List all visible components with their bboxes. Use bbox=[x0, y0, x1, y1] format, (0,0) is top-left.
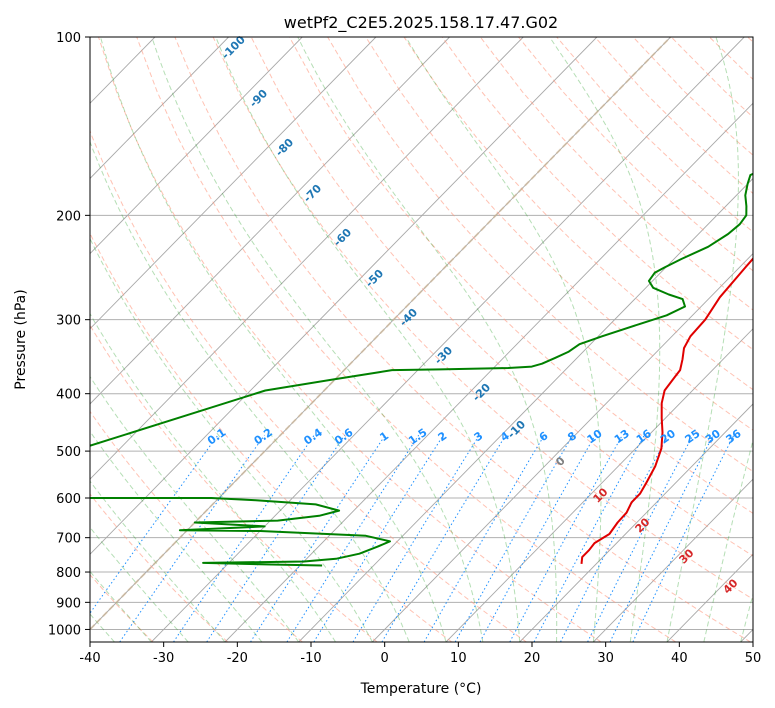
y-tick-label: 100 bbox=[56, 31, 81, 46]
x-axis-label: Temperature (°C) bbox=[360, 681, 482, 697]
x-tick-label: 40 bbox=[671, 651, 688, 666]
isotherm-line bbox=[151, 37, 745, 642]
chart-title: wetPf2_C2E5.2025.158.17.47.G02 bbox=[284, 13, 558, 33]
temperature-line bbox=[580, 257, 753, 565]
y-tick-label: 500 bbox=[56, 445, 81, 460]
moist-adiabat bbox=[90, 526, 189, 642]
dry-adiabat bbox=[90, 129, 527, 642]
dry-adiabat bbox=[98, 37, 602, 642]
y-tick-label: 700 bbox=[56, 532, 81, 547]
mixing-ratio-line bbox=[560, 434, 669, 642]
moist-adiabat bbox=[151, 37, 484, 642]
mixing-ratio-line bbox=[250, 434, 386, 642]
moist-adiabat bbox=[297, 37, 558, 642]
isotherm-line bbox=[90, 37, 229, 180]
saturation-curve bbox=[90, 37, 672, 631]
moist-adiabat bbox=[90, 312, 336, 642]
dry-adiabat bbox=[365, 37, 753, 431]
x-tick-label: 10 bbox=[450, 651, 467, 666]
moist-adiabat bbox=[90, 140, 410, 642]
moist-adiabat bbox=[90, 237, 373, 642]
isotherm-line bbox=[90, 37, 524, 480]
isotherm-line bbox=[224, 102, 753, 642]
x-tick-label: -20 bbox=[227, 651, 248, 666]
moist-adiabat bbox=[666, 37, 739, 642]
x-tick-label: 0 bbox=[381, 651, 389, 666]
dry-adiabat bbox=[90, 573, 154, 642]
mixing-ratio-line bbox=[173, 434, 315, 642]
mixing-ratio-line bbox=[609, 434, 714, 642]
isotherm-line bbox=[519, 403, 753, 642]
isotherm-line bbox=[445, 328, 753, 642]
isotherm-line bbox=[90, 37, 303, 255]
plot-frame bbox=[89, 36, 754, 643]
isotherm-line bbox=[90, 37, 377, 330]
dry-adiabat bbox=[90, 493, 229, 642]
dry-adiabat bbox=[479, 37, 753, 311]
mixing-ratio-line bbox=[454, 434, 574, 642]
moist-adiabat bbox=[90, 480, 226, 642]
isotherm-line bbox=[90, 37, 598, 555]
dry-adiabat bbox=[136, 37, 677, 642]
dry-adiabat bbox=[212, 37, 753, 600]
isotherm-line bbox=[372, 252, 753, 642]
mixing-ratio-line bbox=[381, 434, 507, 642]
moist-adiabat bbox=[100, 37, 447, 642]
mixing-ratio-line bbox=[632, 434, 735, 642]
isotherm-line bbox=[90, 37, 450, 405]
x-tick-label: 30 bbox=[597, 651, 614, 666]
profile-lines bbox=[90, 172, 753, 567]
y-tick-label: 200 bbox=[56, 209, 81, 224]
mixing-ratio-line bbox=[587, 434, 694, 642]
y-axis-label: Pressure (hPa) bbox=[13, 289, 29, 389]
y-tick-label: 1000 bbox=[48, 623, 81, 638]
moist-adiabat bbox=[90, 375, 300, 642]
x-tick-label: -30 bbox=[153, 651, 174, 666]
dry-adiabat bbox=[174, 37, 751, 642]
y-tick-label: 800 bbox=[56, 566, 81, 581]
x-tick-label: 20 bbox=[524, 651, 541, 666]
x-tick-label: -40 bbox=[79, 651, 100, 666]
mixing-ratio-line bbox=[509, 434, 623, 642]
moist-adiabat bbox=[405, 37, 602, 642]
y-tick-label: 300 bbox=[56, 314, 81, 329]
moist-adiabat bbox=[215, 37, 521, 642]
dry-adiabat bbox=[90, 324, 378, 642]
dry-adiabat bbox=[288, 37, 753, 514]
x-tick-label: 50 bbox=[745, 651, 762, 666]
y-tick-label: 900 bbox=[56, 596, 81, 611]
isotherm-line bbox=[593, 478, 753, 642]
mixing-ratio-line bbox=[479, 434, 596, 642]
mixing-ratio-line bbox=[119, 434, 265, 642]
moist-adiabat bbox=[90, 430, 263, 642]
moist-adiabat bbox=[549, 37, 661, 642]
moist-adiabat bbox=[703, 438, 753, 642]
dewpoint-line bbox=[90, 172, 753, 567]
dry-adiabat bbox=[90, 232, 453, 642]
moist-adiabat bbox=[90, 570, 152, 642]
mixing-ratio-line bbox=[423, 434, 545, 642]
x-tick-label: -10 bbox=[300, 651, 321, 666]
dry-adiabat bbox=[90, 410, 303, 642]
y-tick-label: 600 bbox=[56, 492, 81, 507]
axes: -40 -30 -20 -10 0 10 20 30 40 50 100 200 300 400 500 60… bbox=[48, 31, 761, 666]
mixing-ratio-line bbox=[313, 434, 444, 642]
dry-adiabat bbox=[441, 37, 753, 351]
y-tick-label: 400 bbox=[56, 388, 81, 403]
mixing-ratio-line bbox=[286, 434, 420, 642]
mixing-ratio-line bbox=[352, 434, 480, 642]
moist-adiabat bbox=[740, 592, 753, 642]
background-grid bbox=[90, 37, 753, 642]
